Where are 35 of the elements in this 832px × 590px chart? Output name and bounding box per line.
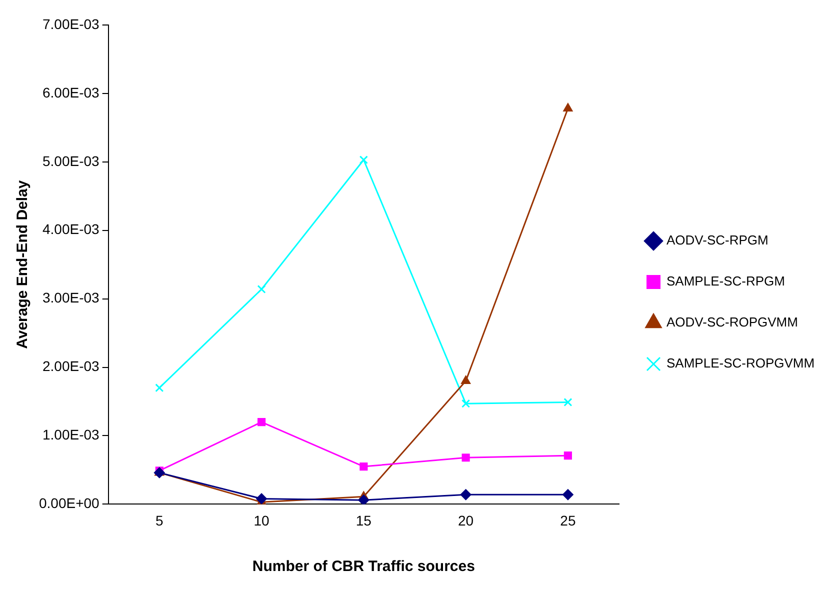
y-tick-label: 0.00E+00 <box>38 495 100 512</box>
y-tick-label: 6.00E-03 <box>42 84 100 100</box>
x-tick-label: 25 <box>560 512 576 528</box>
point <box>562 489 574 500</box>
point <box>155 384 164 392</box>
point <box>257 284 266 294</box>
y-tick-label: 2.00E-03 <box>42 358 100 374</box>
point <box>154 467 165 478</box>
y-tick-label: 1.00E-03 <box>42 426 100 443</box>
legend-label: SAMPLE-SC-ROPGVMM <box>666 356 815 371</box>
point <box>360 462 368 471</box>
y-tick-label: 4.00E-03 <box>42 221 100 238</box>
x-tick-label: 20 <box>458 512 474 528</box>
point <box>462 454 470 462</box>
x-tick-label: 5 <box>156 512 164 528</box>
x-tick-label: 15 <box>356 512 372 528</box>
point <box>256 493 268 504</box>
point <box>563 103 573 112</box>
point <box>564 398 572 406</box>
legend-label: AODV-SC-RPGM <box>666 232 768 248</box>
point <box>258 418 266 426</box>
y-tick-label: 7.00E-03 <box>42 16 100 32</box>
point <box>460 489 472 500</box>
y-axis-title: Average End-End Delay <box>14 180 32 349</box>
x-axis-title: Number of CBR Traffic sources <box>252 558 475 576</box>
point <box>359 156 368 164</box>
y-tick-label: 3.00E-03 <box>42 290 100 306</box>
y-tick-label: 5.00E-03 <box>42 152 100 169</box>
x-tick-label: 10 <box>254 512 270 528</box>
point <box>358 494 370 504</box>
point <box>564 452 572 460</box>
point <box>462 399 470 408</box>
legend-label: SAMPLE-SC-RPGM <box>666 274 785 289</box>
legend-label: AODV-SC-ROPGVMM <box>666 314 798 330</box>
point <box>460 375 471 384</box>
